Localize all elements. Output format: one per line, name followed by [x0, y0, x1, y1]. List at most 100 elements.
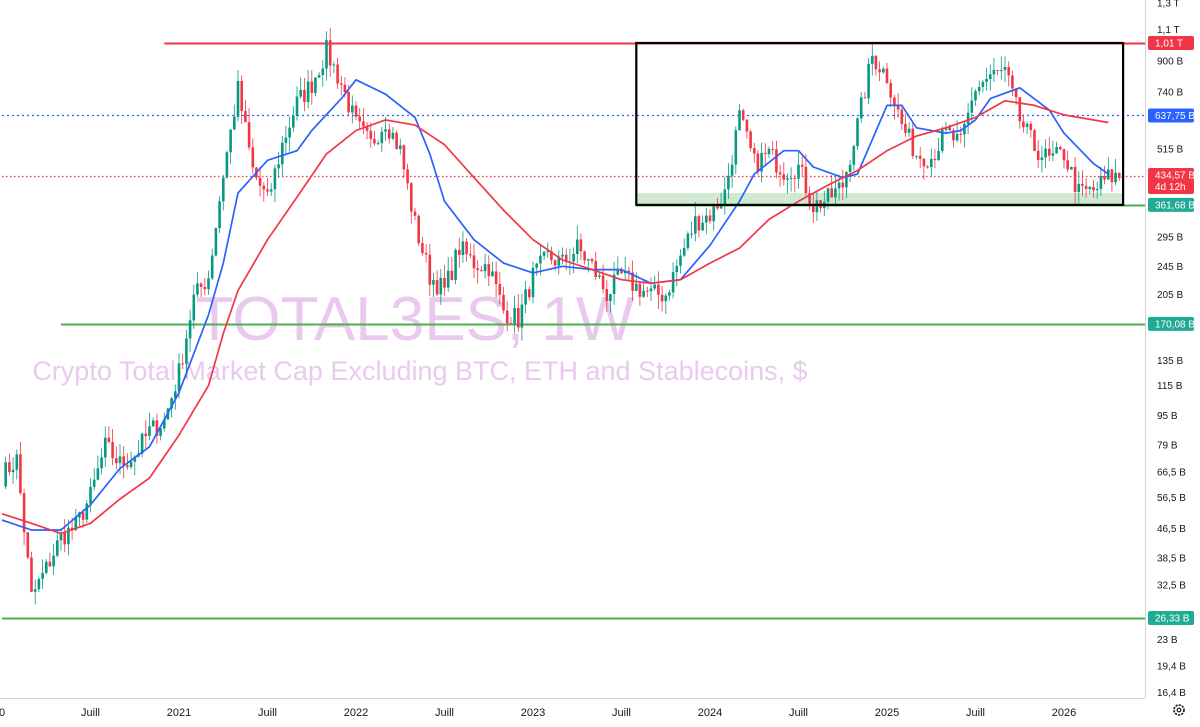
candle-body — [85, 503, 89, 520]
candle-body — [59, 532, 63, 541]
candle-body — [1066, 160, 1069, 170]
gear-icon-hub — [1176, 707, 1182, 713]
candle-body — [679, 255, 682, 266]
candle-body — [299, 89, 302, 97]
candle-body — [1003, 67, 1007, 71]
candle-body — [561, 254, 564, 257]
candle-body — [159, 428, 162, 436]
candle-body — [989, 74, 992, 79]
candle-body — [904, 123, 907, 133]
candle-body — [749, 131, 752, 149]
candle-body — [885, 68, 889, 84]
candle-body — [443, 277, 446, 288]
candle-body — [775, 149, 778, 173]
candle-body — [992, 70, 996, 75]
price-badge-bg — [1148, 316, 1194, 331]
candle-body — [1084, 185, 1088, 189]
support-zone — [636, 193, 1123, 205]
candle-body — [760, 152, 763, 172]
range-box — [635, 41, 1125, 206]
price-tick-label: 38,5 B — [1157, 554, 1186, 565]
candle-body — [959, 134, 963, 135]
price-badge: 170,08 B — [1148, 316, 1195, 331]
candle-body — [207, 278, 210, 290]
candle-body — [546, 251, 550, 253]
price-tick-label: 1,1 T — [1157, 25, 1180, 36]
candlesticks — [4, 27, 1125, 605]
candle-body — [240, 81, 243, 111]
candle-body — [454, 249, 457, 280]
candle-body — [30, 557, 33, 592]
price-tick-label: 205 B — [1157, 290, 1183, 301]
candle-body — [576, 239, 579, 254]
time-tick-label: 2024 — [698, 707, 722, 719]
candle-body — [328, 40, 332, 66]
candle-body — [590, 259, 594, 262]
settings-button[interactable] — [1173, 704, 1185, 716]
candle-body — [966, 112, 970, 124]
candle-body — [734, 130, 738, 165]
candle-body — [948, 127, 951, 131]
candle-body — [517, 307, 520, 328]
watermark-symbol: TOTAL3ES, 1W — [196, 285, 635, 354]
candle-body — [107, 437, 111, 442]
price-tick-label: 295 B — [1157, 233, 1183, 244]
candle-body — [67, 527, 70, 545]
candle-body — [963, 123, 966, 135]
time-tick-label: 2025 — [875, 707, 899, 719]
candle-body — [1070, 166, 1073, 170]
candle-body — [122, 456, 125, 466]
candle-body — [314, 77, 317, 93]
candle-body — [690, 233, 693, 235]
candle-body — [800, 164, 804, 167]
candle-body — [708, 215, 712, 222]
candle-body — [410, 183, 413, 212]
candle-body — [830, 188, 833, 198]
time-tick-label: 2026 — [1052, 707, 1076, 719]
candle-body — [804, 166, 808, 194]
candle-body — [837, 182, 841, 189]
candle-body — [1077, 183, 1081, 192]
candle-body — [668, 292, 671, 296]
time-tick-label: 2021 — [167, 707, 191, 719]
price-badge-label: 361,68 B — [1155, 200, 1195, 211]
time-tick-label: Juill — [258, 707, 277, 719]
price-tick-label: 46,5 B — [1157, 524, 1186, 535]
candle-body — [203, 287, 207, 290]
candle-body — [682, 248, 686, 256]
candle-body — [26, 532, 30, 558]
time-tick-label: Juill — [789, 707, 808, 719]
candle-body — [941, 129, 944, 151]
candle-body — [1007, 67, 1010, 76]
candle-body — [332, 64, 336, 66]
candle-body — [985, 79, 988, 82]
candle-body — [660, 294, 664, 302]
candle-body — [321, 68, 325, 75]
candle-body — [170, 398, 173, 409]
candle-body — [111, 442, 114, 459]
candle-body — [933, 158, 937, 160]
candle-body — [395, 132, 398, 149]
candle-body — [937, 151, 940, 161]
candle-body — [675, 265, 679, 273]
candle-body — [697, 216, 701, 231]
candle-body — [557, 256, 561, 266]
candle-body — [863, 97, 867, 99]
gear-icon[interactable] — [1173, 704, 1185, 716]
candle-body — [469, 254, 472, 256]
candle-body — [1055, 147, 1058, 154]
candle-body — [786, 178, 789, 180]
candle-body — [620, 269, 623, 274]
time-tick-label: 0 — [0, 707, 5, 719]
candle-body — [686, 233, 690, 248]
candle-body — [19, 454, 22, 494]
time-tick-label: Juill — [966, 707, 985, 719]
candle-body — [1036, 150, 1040, 161]
candle-body — [303, 89, 306, 102]
candle-body — [376, 143, 380, 145]
price-tick-label: 16,4 B — [1157, 688, 1186, 699]
candle-body — [900, 109, 904, 124]
candle-body — [373, 138, 376, 144]
